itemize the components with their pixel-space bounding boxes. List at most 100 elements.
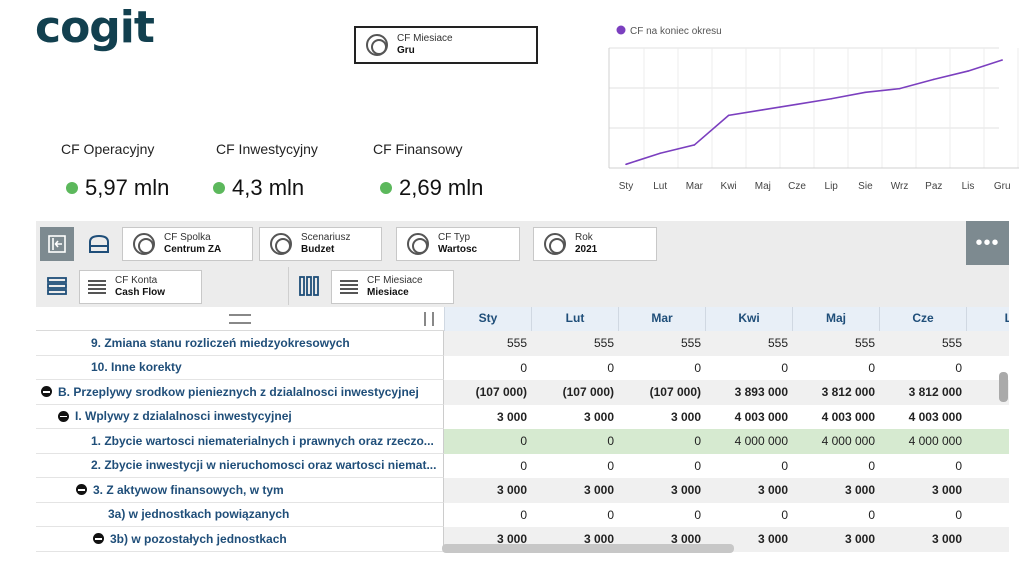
rows-dimension-button[interactable] xyxy=(40,269,74,303)
table-cell[interactable]: 0 xyxy=(694,360,701,375)
table-cell[interactable]: 3 000 xyxy=(531,478,618,503)
column-header[interactable]: Maj xyxy=(792,307,879,331)
table-cell[interactable]: 3 000 xyxy=(792,527,879,552)
table-cell[interactable]: 555 xyxy=(531,331,618,356)
collapse-icon[interactable] xyxy=(76,484,87,496)
table-cell[interactable]: 0 xyxy=(531,429,618,454)
table-cell[interactable]: 0 xyxy=(607,458,614,473)
table-cell[interactable]: 0 xyxy=(444,429,531,454)
data-point xyxy=(830,97,832,100)
table-cell[interactable]: 0 xyxy=(955,458,962,473)
column-header[interactable]: Li xyxy=(966,307,1009,331)
vertical-scrollbar[interactable] xyxy=(999,372,1008,402)
x-tick-label: Gru xyxy=(994,181,1011,192)
table-cell[interactable]: 0 xyxy=(520,458,527,473)
table-cell[interactable]: 0 xyxy=(868,458,875,473)
column-header[interactable]: Lut xyxy=(531,307,618,331)
table-cell[interactable]: 4 003 000 xyxy=(821,409,875,424)
column-dimension-chip[interactable]: CF Miesiace Miesiace xyxy=(331,270,454,304)
table-cell[interactable]: 0 xyxy=(694,507,701,522)
table-cell[interactable]: 0 xyxy=(868,360,875,375)
table-cell[interactable]: 3 000 xyxy=(670,409,701,424)
table-cell[interactable]: 0 xyxy=(607,360,614,375)
table-cell[interactable]: 4 003 000 xyxy=(734,409,788,424)
month-filter[interactable]: CF Miesiace Gru xyxy=(354,26,538,64)
horizontal-scrollbar[interactable] xyxy=(442,544,734,553)
table-cell[interactable]: 0 xyxy=(868,507,875,522)
table-cell[interactable]: 4 0 xyxy=(966,429,1009,454)
table-row[interactable]: B. Przeplywy srodkow pienieznych z dzial… xyxy=(36,380,1009,405)
table-row[interactable]: I. Wplywy z dzialalnosci inwestycyjnej 3 … xyxy=(36,404,1009,430)
columns-dimension-button[interactable] xyxy=(292,269,326,303)
table-cell[interactable]: 0 xyxy=(520,360,527,375)
collapse-icon[interactable] xyxy=(93,533,104,545)
logo-text: cogit xyxy=(35,2,155,53)
table-cell[interactable]: 0 xyxy=(520,507,527,522)
table-cell[interactable]: 0 xyxy=(955,507,962,522)
table-row[interactable]: 3. Z aktywow finansowych, w tym 3 000 3 00… xyxy=(36,478,1009,503)
table-row[interactable]: 10. Inne korekty 0 0 0 0 0 0 xyxy=(36,355,1009,380)
table-cell[interactable]: 3 812 000 xyxy=(792,380,879,405)
filter-chip-spolka[interactable]: CF Spolka Centrum ZA xyxy=(122,227,253,261)
table-cell[interactable] xyxy=(966,503,1009,528)
table-cell[interactable]: 3 000 xyxy=(705,478,792,503)
row-header-menu[interactable] xyxy=(36,307,444,331)
table-cell[interactable]: 3 000 xyxy=(792,478,879,503)
table-cell[interactable]: 0 xyxy=(955,360,962,375)
table-cell[interactable]: 0 xyxy=(781,360,788,375)
column-header[interactable]: Cze xyxy=(879,307,966,331)
table-cell[interactable]: 0 xyxy=(607,507,614,522)
table-cell[interactable]: 555 xyxy=(705,331,792,356)
table-cell[interactable]: 3 000 xyxy=(583,409,614,424)
table-cell[interactable]: 3 000 xyxy=(618,478,705,503)
column-header[interactable]: Sty xyxy=(444,307,531,331)
table-cell[interactable]: 3 000 xyxy=(496,409,527,424)
filter-chip-scenariusz[interactable]: Scenariusz Budzet xyxy=(259,227,382,261)
table-cell[interactable]: 0 xyxy=(694,458,701,473)
table-cell[interactable]: 3 000 xyxy=(879,527,966,552)
table-cell[interactable]: 555 xyxy=(444,331,531,356)
table-cell[interactable]: 0 xyxy=(781,458,788,473)
layout-button[interactable] xyxy=(82,227,116,261)
table-cell[interactable]: 555 xyxy=(879,331,966,356)
row-dimension-chip[interactable]: CF Konta Cash Flow xyxy=(79,270,202,304)
column-resize-icon[interactable] xyxy=(424,312,434,326)
table-cell[interactable]: 4 003 000 xyxy=(908,409,962,424)
table-cell[interactable]: 555 xyxy=(792,331,879,356)
collapse-icon[interactable] xyxy=(58,410,69,422)
kpi-operacyjny: CF Operacyjny 5,97 mln xyxy=(61,141,169,201)
table-cell[interactable] xyxy=(966,527,1009,552)
table-cell[interactable] xyxy=(966,454,1009,479)
table-cell[interactable] xyxy=(966,478,1009,503)
column-header[interactable]: Mar xyxy=(618,307,705,331)
table-row[interactable]: 1. Zbycie wartosci niematerialnych i pra… xyxy=(36,429,1009,454)
x-tick-label: Paz xyxy=(925,181,942,192)
filter-chip-typ[interactable]: CF Typ Wartosc xyxy=(396,227,520,261)
column-header[interactable]: Kwi xyxy=(705,307,792,331)
table-cell[interactable]: 3 000 xyxy=(444,478,531,503)
table-cell[interactable]: 0 xyxy=(618,429,705,454)
collapse-icon[interactable] xyxy=(41,386,52,398)
table-cell[interactable]: 3 893 000 xyxy=(705,380,792,405)
table-cell[interactable]: 4 000 000 xyxy=(792,429,879,454)
table-row[interactable]: 2. Zbycie inwestycji w nieruchomosci ora… xyxy=(36,453,1009,479)
table-cell[interactable]: 4 000 000 xyxy=(879,429,966,454)
table-cell[interactable]: (107 000) xyxy=(531,380,618,405)
table-cell[interactable]: 4 0 xyxy=(966,405,1009,430)
table-cell[interactable]: (107 000) xyxy=(444,380,531,405)
table-row[interactable]: 9. Zmiana stanu rozliczeń miedzyokresowy… xyxy=(36,331,1009,356)
x-tick-label: Lut xyxy=(653,181,667,192)
table-cell[interactable] xyxy=(966,331,1009,356)
table-cell[interactable]: 0 xyxy=(781,507,788,522)
table-cell[interactable]: 4 000 000 xyxy=(705,429,792,454)
table-row[interactable]: 3a) w jednostkach powiązanych 0 0 0 0 0 0 xyxy=(36,502,1009,528)
kpi-finansowy: CF Finansowy 2,69 mln xyxy=(373,141,483,201)
table-cell[interactable]: 3 812 000 xyxy=(879,380,966,405)
table-cell[interactable]: (107 000) xyxy=(618,380,705,405)
table-cell[interactable]: 555 xyxy=(618,331,705,356)
more-options-button[interactable]: ••• xyxy=(966,221,1009,265)
filter-chip-rok[interactable]: Rok 2021 xyxy=(533,227,657,261)
table-cell[interactable]: 3 000 xyxy=(879,478,966,503)
collapse-panel-button[interactable] xyxy=(40,227,74,261)
